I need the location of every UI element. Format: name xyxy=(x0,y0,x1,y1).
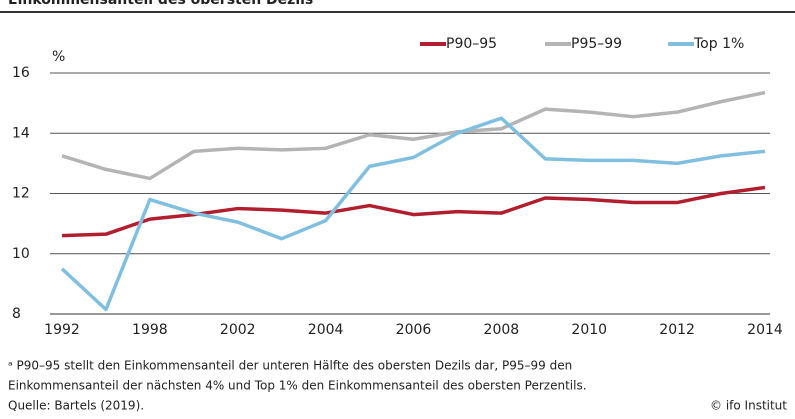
x-tick-label: 2006 xyxy=(396,322,432,338)
y-tick-label: 16 xyxy=(12,65,30,81)
legend-label: Top 1% xyxy=(693,36,744,52)
series-line xyxy=(61,90,766,181)
source: Quelle: Bartels (2019). xyxy=(8,399,144,413)
legend-label: P90–95 xyxy=(446,36,497,52)
x-tick-label: 2012 xyxy=(659,322,695,338)
credit: © ifo Institut xyxy=(710,399,787,413)
x-tick-label: 1992 xyxy=(44,322,80,338)
note: Einkommensanteil der nächsten 4% und Top… xyxy=(8,379,587,393)
x-tick-label: 2014 xyxy=(747,322,783,338)
legend-label: P95–99 xyxy=(571,36,622,52)
x-tick-label: 1998 xyxy=(132,322,168,338)
y-tick-label: 8 xyxy=(12,306,21,322)
y-tick-label: 10 xyxy=(12,246,30,262)
x-tick-label: 2008 xyxy=(484,322,520,338)
x-tick-label: 2002 xyxy=(220,322,256,338)
chart-title: Einkommensanteil des obersten Dezils xyxy=(8,0,313,8)
x-tick-label: 2010 xyxy=(571,322,607,338)
x-tick-label: 2004 xyxy=(308,322,344,338)
note: ᵃ P90–95 stellt den Einkommensanteil der… xyxy=(8,359,572,373)
y-tick-label: 12 xyxy=(12,186,30,202)
series-line xyxy=(60,116,766,312)
series-line xyxy=(61,185,766,238)
y-tick-label: 14 xyxy=(12,125,30,141)
y-axis-label: % xyxy=(52,49,65,65)
